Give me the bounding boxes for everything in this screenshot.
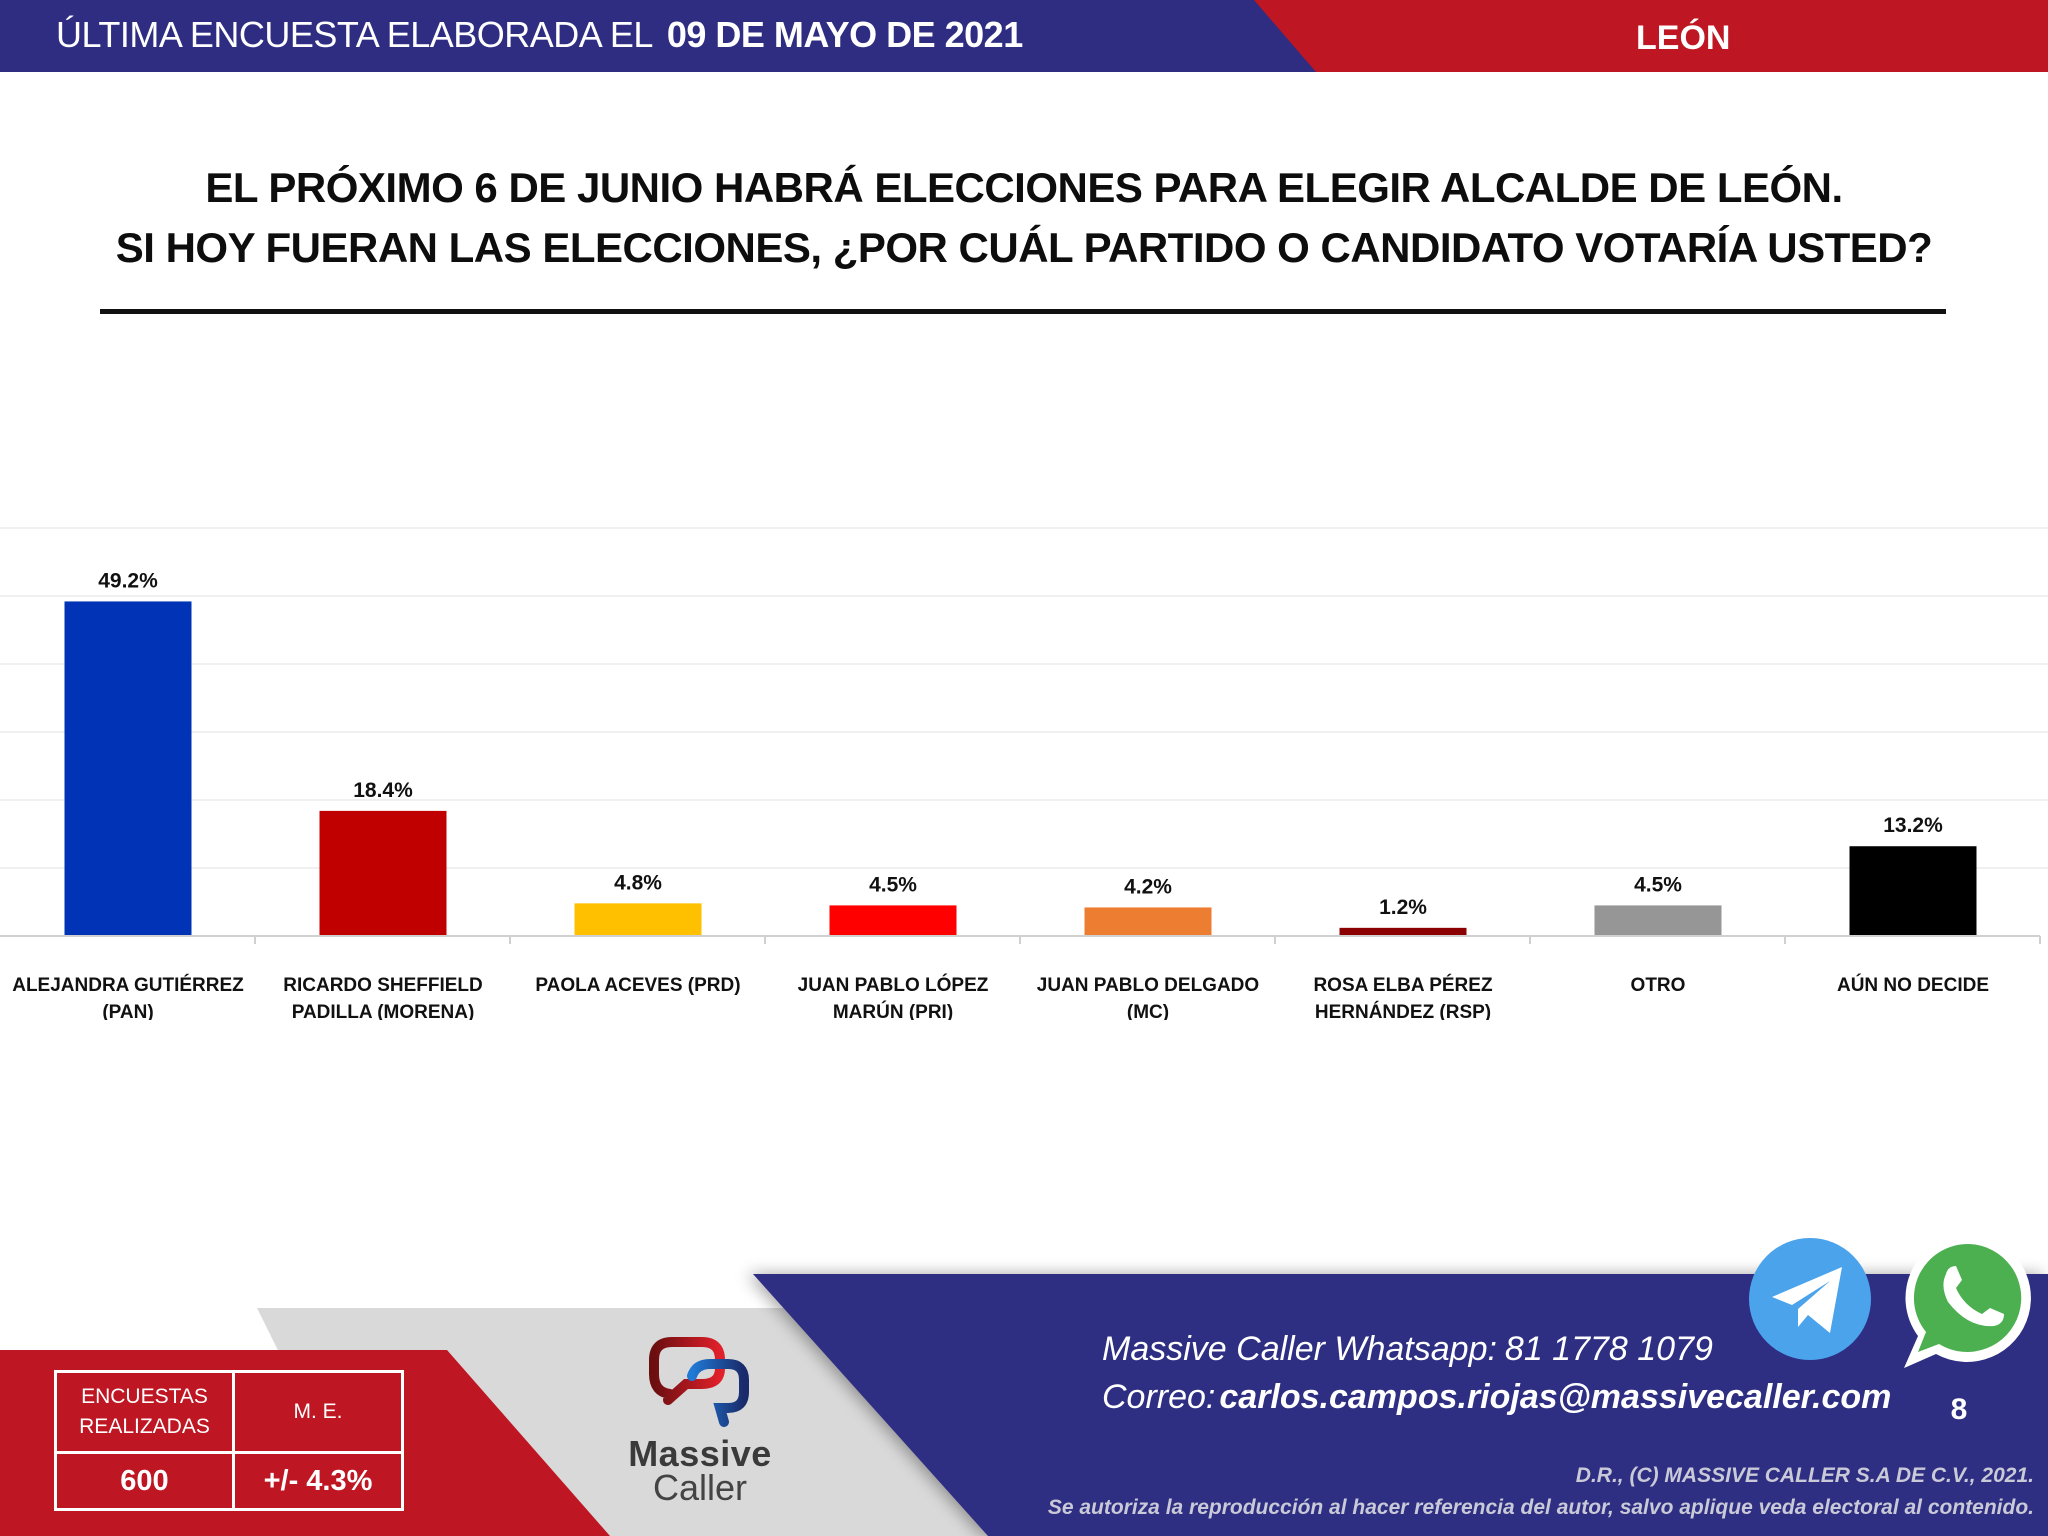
telegram-icon[interactable] — [1748, 1237, 1872, 1361]
category-label: MARÚN (PRI) — [833, 1001, 953, 1020]
massive-caller-logo: Massive Caller — [620, 1332, 780, 1508]
category-label: (PAN) — [102, 1002, 153, 1020]
top-banner: ÚLTIMA ENCUESTA ELABORADA EL 09 DE MAYO D… — [0, 0, 2048, 72]
margin-error-value: +/- 4.3% — [232, 1451, 404, 1511]
surveys-count: 600 — [54, 1451, 235, 1511]
survey-question: EL PRÓXIMO 6 DE JUNIO HABRÁ ELECCIONES P… — [100, 158, 1948, 278]
bar — [1084, 907, 1212, 936]
category-label: (MC) — [1127, 1002, 1169, 1020]
whatsapp-number[interactable]: 81 1778 1079 — [1504, 1330, 1713, 1368]
email-address[interactable]: carlos.campos.riojas@massivecaller.com — [1219, 1378, 1892, 1416]
surveys-label-line-2: REALIZADAS — [79, 1415, 210, 1438]
surveys-label-line-1: ENCUESTAS — [81, 1385, 208, 1408]
top-banner-shapes — [0, 0, 2048, 72]
reproduction-notice: Se autoriza la reproducción al hacer ref… — [1047, 1496, 2034, 1519]
bar-chart: 49.2% 18.4% 4.8% 4.5% 4.2% 1.2% 4.5% 13.2% ALEJ… — [0, 527, 2048, 1020]
email-contact: Correo: carlos.campos.riojas@massivecalle… — [1102, 1378, 1891, 1417]
bar-value-label: 4.8% — [614, 871, 662, 894]
bar — [64, 601, 192, 936]
bar-value-label: 4.5% — [1634, 873, 1682, 896]
page-number: 8 — [1950, 1393, 1968, 1426]
bar-value-label: 4.2% — [1124, 875, 1172, 898]
whatsapp-contact: Massive Caller Whatsapp: 81 1778 1079 — [1102, 1330, 1713, 1369]
copyright-line: D.R., (C) MASSIVE CALLER S.A DE C.V., 20… — [1575, 1464, 2034, 1487]
bar — [319, 810, 447, 936]
heading-divider — [100, 309, 1946, 314]
footer-blue-band — [753, 1274, 2048, 1536]
whatsapp-label: Massive Caller Whatsapp: — [1102, 1330, 1497, 1368]
category-label: RICARDO SHEFFIELD — [283, 975, 483, 996]
chart-gridlines — [0, 527, 2048, 869]
chart-value-labels: 49.2% 18.4% 4.8% 4.5% 4.2% 1.2% 4.5% 13.2% — [98, 569, 1943, 918]
bar-value-label: 49.2% — [98, 569, 158, 592]
survey-prefix: ÚLTIMA ENCUESTA ELABORADA EL — [56, 14, 653, 55]
chart-category-labels: ALEJANDRA GUTIÉRREZ (PAN) RICARDO SHEFFIEL… — [12, 974, 1989, 1020]
survey-date: 09 DE MAYO DE 2021 — [666, 14, 1023, 55]
bar — [1594, 905, 1722, 936]
bar — [574, 903, 702, 936]
survey-date-line: ÚLTIMA ENCUESTA ELABORADA EL 09 DE MAYO D… — [56, 12, 1023, 58]
bar — [1849, 846, 1977, 936]
category-label: PADILLA (MORENA) — [292, 1002, 475, 1020]
bar — [1339, 927, 1467, 936]
category-label: OTRO — [1631, 975, 1686, 996]
chart-bars — [64, 601, 1977, 936]
city-name: LEÓN — [1636, 19, 1731, 57]
bar-value-label: 1.2% — [1379, 896, 1427, 919]
category-label: JUAN PABLO LÓPEZ — [798, 974, 989, 996]
category-label: PAOLA ACEVES (PRD) — [535, 975, 740, 996]
bar-value-label: 13.2% — [1883, 814, 1943, 837]
bar-value-label: 18.4% — [353, 779, 413, 802]
email-label: Correo: — [1102, 1378, 1216, 1416]
surveys-label-cell: ENCUESTAS REALIZADAS — [54, 1370, 235, 1454]
bar-value-label: 4.5% — [869, 873, 917, 896]
top-banner-red — [1254, 0, 2048, 72]
category-label: ALEJANDRA GUTIÉRREZ — [12, 974, 244, 996]
chart-x-axis — [0, 935, 2041, 944]
survey-stats-table: ENCUESTAS REALIZADAS M. E. 600 +/- 4.3% — [54, 1370, 404, 1511]
category-label: JUAN PABLO DELGADO — [1037, 975, 1259, 996]
question-line-1: EL PRÓXIMO 6 DE JUNIO HABRÁ ELECCIONES P… — [205, 164, 1843, 211]
whatsapp-icon[interactable] — [1898, 1228, 2040, 1376]
question-line-2: SI HOY FUERAN LAS ELECCIONES, ¿POR CUÁL … — [115, 224, 1933, 271]
bar — [829, 905, 957, 936]
category-label: AÚN NO DECIDE — [1837, 974, 1989, 996]
category-label: HERNÁNDEZ (RSP) — [1315, 1001, 1491, 1020]
category-label: ROSA ELBA PÉREZ — [1313, 974, 1493, 996]
logo-name-line-2: Caller — [652, 1467, 748, 1508]
logo-name-line-1: Massive — [628, 1433, 772, 1474]
logo-speech-bubbles-icon — [649, 1337, 749, 1427]
margin-error-label: M. E. — [232, 1370, 404, 1454]
